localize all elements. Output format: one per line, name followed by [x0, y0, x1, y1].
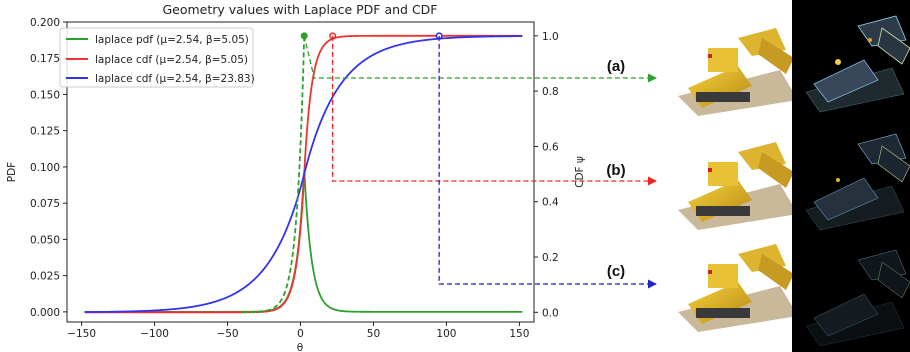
pdf-dashed-rise	[242, 37, 306, 314]
series-layer	[84, 34, 523, 314]
x-tick-label: −150	[67, 328, 96, 340]
left-y-tick-label: 0.025	[30, 271, 60, 283]
left-y-tick-label: 0.175	[30, 53, 60, 65]
x-tick-label: −50	[216, 328, 238, 340]
x-tick-label: 150	[509, 328, 529, 340]
annotation-arrow	[438, 35, 657, 289]
left-y-tick-label: 0.075	[30, 198, 60, 210]
x-tick-label: −100	[140, 328, 169, 340]
panel-label-c: (c)	[607, 263, 625, 280]
annotation-connectors	[300, 32, 657, 289]
x-axis: −150 −100 −50 0 50 100 150	[67, 322, 529, 340]
right-y-tick-label: 0.4	[542, 197, 559, 209]
left-y-tick-label: 0.000	[30, 307, 60, 319]
x-axis-label: θ	[297, 342, 303, 352]
render-c-geometry	[792, 234, 910, 352]
render-c-color	[678, 244, 798, 332]
right-y-tick-label: 0.6	[542, 141, 559, 153]
legend-box	[59, 27, 254, 88]
right-y-axis: 0.0 0.2 0.4 0.6 0.8 1.0	[534, 31, 559, 319]
annotation-arrow	[331, 35, 657, 186]
legend-label-cdf-wide: laplace cdf (μ=2.54, β=23.83)	[95, 73, 255, 85]
series-line-2	[84, 35, 523, 313]
chart-title: Geometry values with Laplace PDF and CDF	[162, 2, 437, 17]
render-a-geometry	[792, 0, 910, 118]
left-y-tick-label: 0.200	[30, 17, 60, 29]
left-y-tick-label: 0.050	[30, 234, 60, 246]
panel-label-b: (b)	[606, 162, 625, 179]
legend-label-cdf-sharp: laplace cdf (μ=2.54, β=5.05)	[95, 54, 248, 66]
legend-label-pdf: laplace pdf (μ=2.54, β=5.05)	[95, 34, 249, 46]
left-y-axis: 0.000 0.025 0.050 0.075 0.100 0.125 0.150 0.175…	[30, 17, 67, 319]
left-y-tick-label: 0.100	[30, 162, 60, 174]
x-tick-label: 50	[367, 328, 380, 340]
render-b-geometry	[792, 118, 910, 236]
right-y-tick-label: 0.2	[542, 252, 559, 264]
right-y-tick-label: 0.8	[542, 86, 559, 98]
left-y-tick-label: 0.125	[30, 126, 60, 138]
render-b-color	[678, 142, 798, 230]
y-axis-label-left: PDF	[6, 162, 18, 182]
left-y-tick-label: 0.150	[30, 89, 60, 101]
legend: laplace pdf (μ=2.54, β=5.05) laplace cdf…	[59, 27, 255, 88]
y-axis-label-right: CDF ψ	[574, 156, 586, 188]
right-y-tick-label: 0.0	[542, 307, 559, 319]
x-tick-label: 100	[436, 328, 456, 340]
panel-label-a: (a)	[607, 58, 625, 75]
render-a-color	[678, 28, 798, 116]
annotation-arrow	[303, 35, 657, 83]
series-line-1	[84, 34, 523, 314]
render-thumbnails	[678, 0, 910, 352]
x-tick-label: 0	[297, 328, 304, 340]
right-y-tick-label: 1.0	[542, 31, 559, 43]
